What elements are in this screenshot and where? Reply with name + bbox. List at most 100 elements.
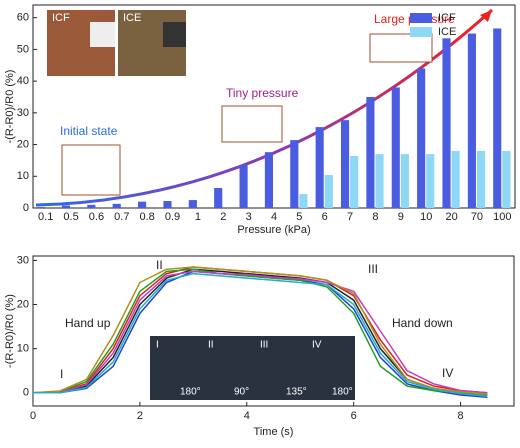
x-tick-label: 8 <box>457 410 463 422</box>
x-tick-label: 6 <box>322 211 328 223</box>
bar <box>375 154 384 208</box>
top-insets: ICF ICE Initial state Tiny pressure Larg… <box>35 8 494 207</box>
x-tick-label: 4 <box>271 211 277 223</box>
x-tick-label: 0 <box>30 410 36 422</box>
bar <box>87 204 96 208</box>
bar <box>417 68 426 208</box>
bar <box>290 140 299 208</box>
bar <box>476 150 486 208</box>
x-axis-label: Time (s) <box>254 426 294 438</box>
x-tick-label: 10 <box>420 211 432 223</box>
y-tick-label: 40 <box>17 75 29 87</box>
legend-label: ICF <box>438 12 456 24</box>
bar <box>61 205 71 208</box>
legend-swatch <box>410 13 432 23</box>
photo <box>90 22 115 47</box>
annotation: 90° <box>234 387 249 398</box>
annotation: III <box>260 340 268 351</box>
y-axis-label: -(R-R0)/R0 (%) <box>4 70 16 144</box>
diagram <box>369 33 433 63</box>
x-tick-label: 1 <box>195 211 201 223</box>
bar <box>340 120 350 208</box>
annotation: 180° <box>332 387 353 398</box>
bar <box>112 203 121 208</box>
x-tick-label: 20 <box>445 211 457 223</box>
bar <box>467 33 476 208</box>
line <box>32 266 488 395</box>
y-tick-label: 10 <box>17 343 29 355</box>
y-tick-label: 20 <box>17 298 29 310</box>
bar <box>502 150 511 208</box>
bar <box>163 201 172 208</box>
photo <box>163 22 186 47</box>
bar <box>400 154 409 208</box>
line <box>33 272 488 398</box>
x-tick-label: 7 <box>347 211 353 223</box>
bar <box>36 207 45 208</box>
annotation: Hand up <box>65 316 111 330</box>
annotation: ICF <box>52 12 70 24</box>
annotation: II <box>156 258 163 272</box>
bar <box>315 127 324 208</box>
x-tick-label: 3 <box>246 211 252 223</box>
annotation: 135° <box>286 387 307 398</box>
annotation: Hand down <box>392 316 453 330</box>
bar <box>299 194 308 208</box>
y-tick-label: 0 <box>23 202 29 214</box>
annotation: I <box>156 340 159 351</box>
bar <box>350 155 359 208</box>
y-tick-label: 50 <box>17 43 29 55</box>
y-tick-label: 0 <box>23 387 29 399</box>
x-tick-label: 0.7 <box>114 211 129 223</box>
x-tick-label: 70 <box>471 211 483 223</box>
photo <box>150 336 355 400</box>
bar <box>366 96 375 208</box>
annotation: IV <box>312 340 322 351</box>
annotation: III <box>368 262 378 276</box>
annotation: ICE <box>123 12 141 24</box>
annotation: Tiny pressure <box>226 86 299 100</box>
x-axis-label: Pressure (kPa) <box>237 224 310 236</box>
bar <box>239 165 248 208</box>
x-tick-label: 0.9 <box>165 211 180 223</box>
x-tick-label: 0.5 <box>63 211 78 223</box>
x-tick-label: 9 <box>398 211 404 223</box>
bar <box>324 175 333 208</box>
x-tick-label: 0.6 <box>89 211 104 223</box>
x-tick-label: 6 <box>351 410 357 422</box>
line <box>32 270 488 394</box>
y-tick-label: 20 <box>17 138 29 150</box>
x-tick-label: 0.8 <box>140 211 155 223</box>
legend-swatch <box>410 27 432 37</box>
diagram <box>221 105 283 143</box>
y-tick-label: 10 <box>17 170 29 182</box>
bar <box>138 201 147 208</box>
bar <box>426 154 435 208</box>
x-tick-label: 2 <box>137 410 143 422</box>
diagram <box>61 144 121 196</box>
line <box>32 268 488 396</box>
y-tick-label: 30 <box>17 107 29 119</box>
y-axis-label: -(R-R0)/R0 (%) <box>4 294 16 368</box>
annotation: I <box>60 367 63 381</box>
bar <box>264 152 273 208</box>
annotation: Initial state <box>60 124 118 138</box>
x-tick-label: 4 <box>244 410 250 422</box>
bar <box>493 28 502 208</box>
x-tick-label: 100 <box>493 211 511 223</box>
x-tick-label: 2 <box>220 211 226 223</box>
annotation: II <box>208 340 214 351</box>
annotation: 180° <box>180 387 201 398</box>
bar <box>188 200 197 208</box>
bar <box>451 150 460 208</box>
annotation: IV <box>442 366 453 380</box>
y-tick-label: 60 <box>17 12 29 24</box>
bar <box>214 188 223 208</box>
x-tick-label: 0.1 <box>38 211 53 223</box>
plot-frame <box>32 4 516 209</box>
x-tick-label: 8 <box>372 211 378 223</box>
bar <box>391 87 400 208</box>
bottom-insets <box>150 336 355 400</box>
y-tick-label: 30 <box>17 254 29 266</box>
